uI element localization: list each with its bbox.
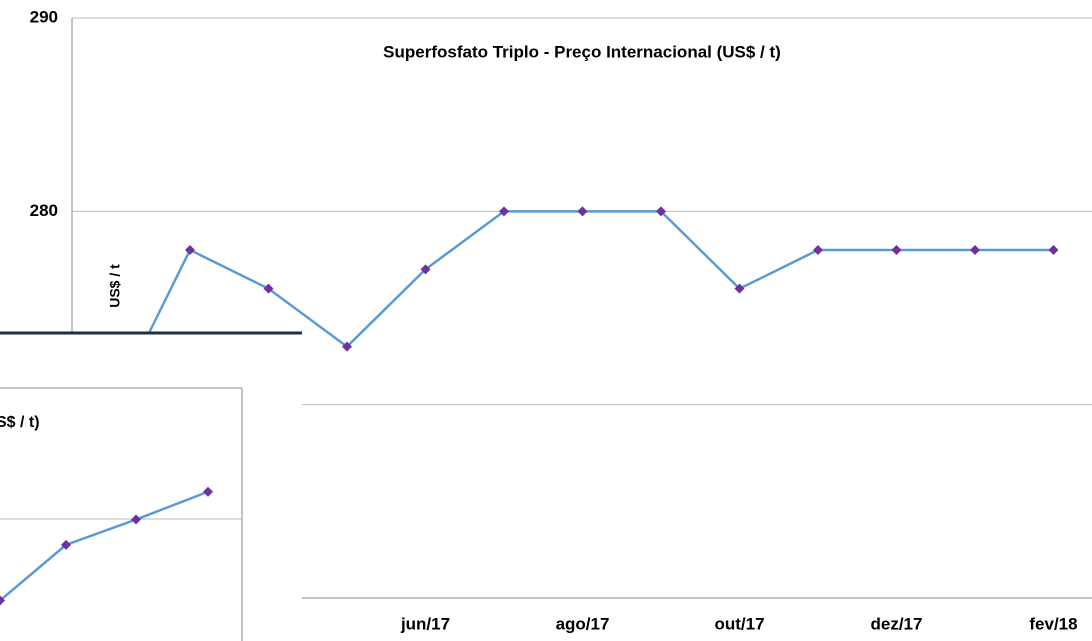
marker — [734, 283, 745, 294]
y-tick-label: 290 — [30, 7, 58, 26]
marker — [1048, 245, 1059, 255]
x-tick-label: out/17 — [714, 614, 764, 633]
inset-title: S$ / t) — [0, 414, 40, 431]
marker — [203, 486, 213, 497]
marker — [970, 245, 980, 255]
marker — [131, 514, 141, 525]
marker — [0, 595, 5, 606]
inset-background — [0, 333, 302, 641]
line — [0, 490, 209, 602]
marker — [813, 245, 823, 255]
marker — [499, 206, 509, 217]
x-tick-label: dez/17 — [871, 614, 923, 633]
chart-title: Superfosfato Triplo - Preço Internaciona… — [383, 42, 781, 61]
marker — [263, 283, 274, 294]
y-axis-label: US$ / t — [107, 264, 123, 308]
x-tick-label: jun/17 — [400, 614, 450, 633]
marker — [420, 264, 431, 275]
inset-chart: S$ / t) — [0, 331, 302, 641]
marker — [891, 245, 902, 255]
marker — [185, 245, 195, 255]
y-tick-label: 280 — [30, 201, 58, 220]
marker — [656, 206, 666, 217]
line — [189, 210, 1054, 349]
x-tick-label: ago/17 — [556, 614, 610, 633]
marker — [577, 206, 588, 217]
marker — [342, 341, 352, 352]
marker — [61, 539, 71, 550]
line-entry — [146, 249, 192, 336]
x-tick-label: fev/18 — [1029, 614, 1077, 633]
